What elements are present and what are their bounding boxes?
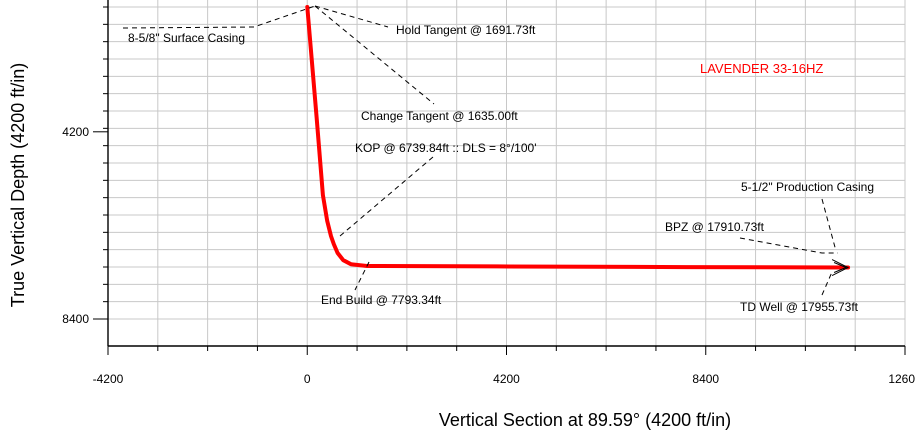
x-axis-title: Vertical Section at 89.59° (4200 ft/in) [439,410,731,430]
chart-title: LAVENDER 33-16HZ [700,61,823,76]
annotation-label: KOP @ 6739.84ft :: DLS = 8°/100' [355,141,537,155]
tick-labels: -4200 0 4200 8400 12600 4200 8400 [62,125,915,386]
annotations-layer: 8-5/8" Surface Casing Hold Tangent @ 1691… [122,5,874,314]
annotation-leader [122,5,316,29]
x-tick-label: 8400 [692,372,719,386]
annotation-label: Change Tangent @ 1635.00ft [361,109,518,123]
x-tick-label: 12600 [888,372,915,386]
x-tick-label: -4200 [93,372,124,386]
annotation-leader [339,156,434,237]
annotation-label: Hold Tangent @ 1691.73ft [396,23,536,37]
casing-marker [833,262,848,273]
y-axis-title: True Vertical Depth (4200 ft/in) [8,63,28,307]
annotation-label: TD Well @ 17955.73ft [740,300,859,314]
annotation-leader [739,237,838,254]
annotation-leader [314,5,435,105]
x-tick-label: 4200 [493,372,520,386]
grid-lines [107,0,906,346]
annotation-leader [314,5,389,28]
annotation-leader [821,198,837,252]
annotation-leader [821,271,833,296]
y-tick-label: 4200 [62,125,89,139]
axes [103,0,906,355]
series-layer [305,5,851,270]
wellpath-line [305,5,851,270]
annotation-label: BPZ @ 17910.73ft [665,220,765,234]
casing-marker [831,259,850,276]
annotation-label: 5-1/2" Production Casing [741,180,874,194]
annotation-label: End Build @ 7793.34ft [321,293,442,307]
x-tick-label: 0 [304,372,311,386]
annotation-label: 8-5/8" Surface Casing [128,31,245,45]
y-tick-label: 8400 [62,312,89,326]
